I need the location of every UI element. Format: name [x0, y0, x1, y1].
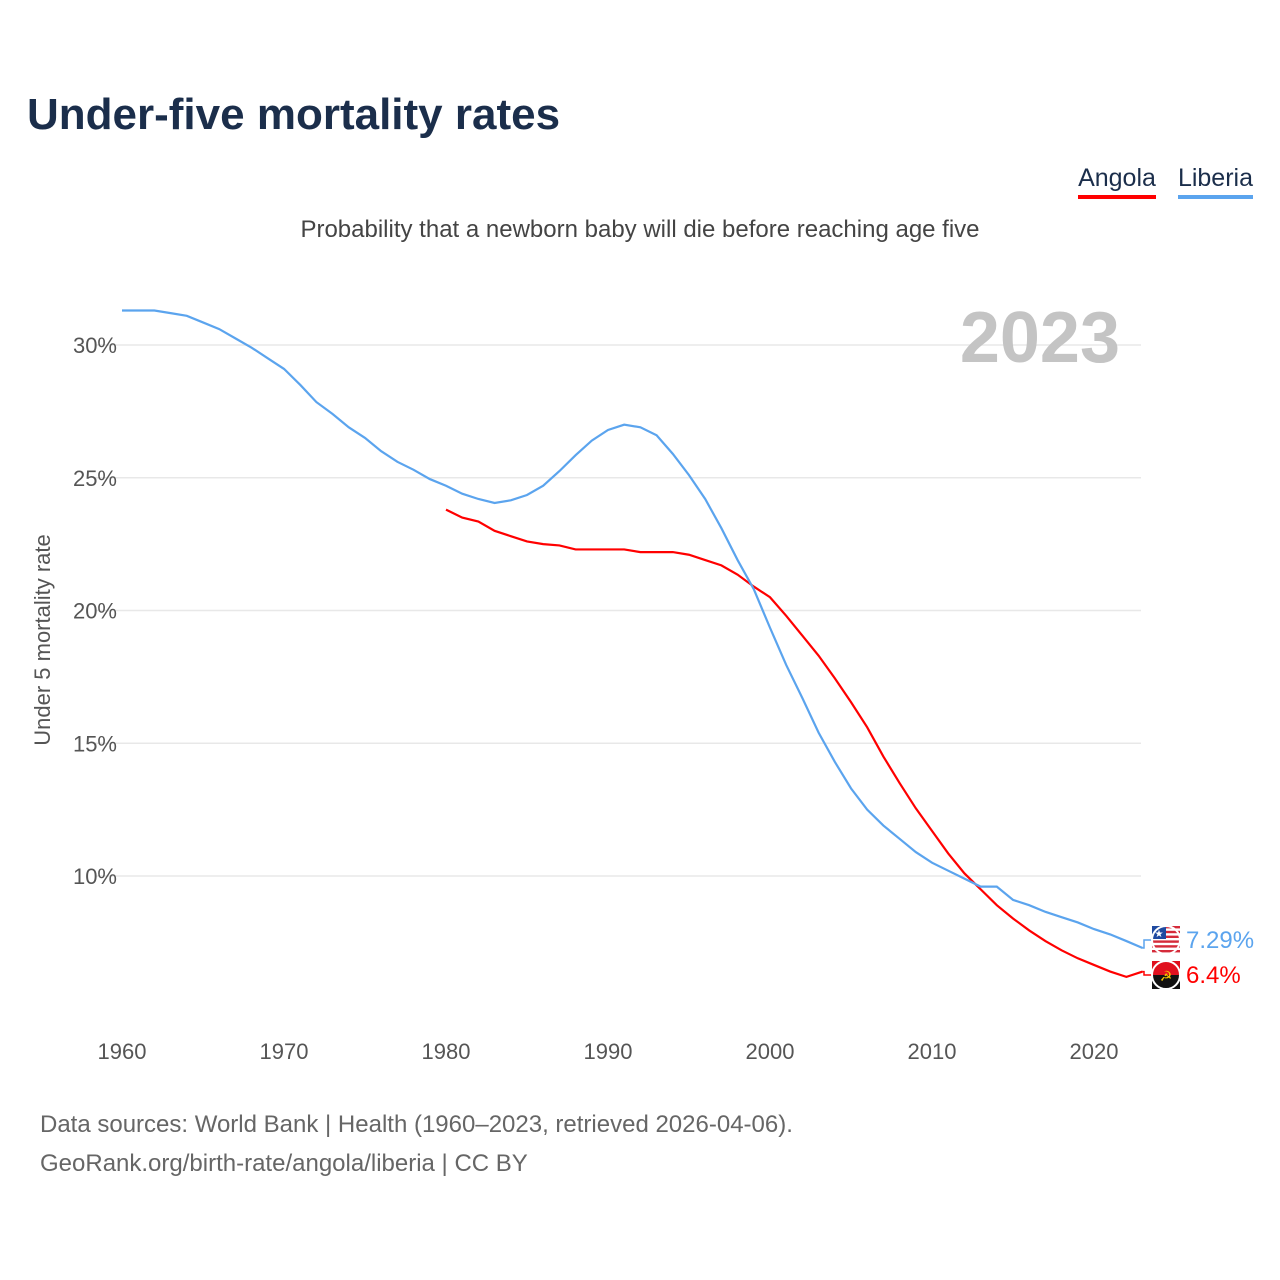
attribution-text: GeoRank.org/birth-rate/angola/liberia | … — [40, 1150, 528, 1177]
y-tick-label: 25% — [73, 466, 117, 491]
x-tick-label: 1970 — [260, 1039, 309, 1064]
y-axis-label: Under 5 mortality rate — [30, 534, 55, 746]
y-tick-label: 10% — [73, 864, 117, 889]
x-tick-label: 2000 — [746, 1039, 795, 1064]
source-text: Data sources: World Bank | Health (1960–… — [40, 1111, 793, 1138]
legend: Angola Liberia — [1078, 164, 1253, 199]
y-tick-label: 20% — [73, 599, 117, 624]
footer: Data sources: World Bank | Health (1960–… — [40, 1105, 793, 1183]
flag-mask — [1151, 960, 1181, 990]
x-tick-label: 1980 — [422, 1039, 471, 1064]
year-label: 2023 — [960, 298, 1120, 378]
y-tick-label: 15% — [73, 731, 117, 756]
flag-stripe — [1152, 945, 1180, 948]
flag-star: ★ — [1155, 929, 1164, 940]
chart-title: Under-five mortality rates — [27, 90, 561, 139]
x-tick-label: 1960 — [98, 1039, 147, 1064]
flag-lower — [1152, 975, 1180, 989]
x-tick-label: 2010 — [908, 1039, 957, 1064]
flag-stripe — [1152, 940, 1180, 943]
legend-liberia[interactable]: Liberia — [1177, 164, 1253, 199]
flag-mask — [1151, 925, 1181, 955]
flag-emblem: ☭ — [1160, 968, 1173, 984]
end-value-label-angola: 6.4% — [1186, 962, 1241, 989]
leader-line — [1142, 970, 1152, 976]
flag-canton — [1152, 926, 1166, 939]
end-value-label-liberia: 7.29% — [1186, 927, 1254, 954]
series-line-angola — [445, 508, 1143, 979]
series-line-liberia — [122, 309, 1144, 949]
angola-flag-icon — [1152, 961, 1180, 975]
chart-subtitle: Probability that a newborn baby will die… — [300, 216, 980, 243]
legend-angola[interactable]: Angola — [1078, 164, 1156, 199]
y-tick-label: 30% — [73, 333, 117, 358]
leader-line — [1142, 939, 1152, 949]
x-tick-label: 1990 — [584, 1039, 633, 1064]
flag-stripe — [1152, 950, 1180, 953]
x-tick-label: 2020 — [1070, 1039, 1119, 1064]
